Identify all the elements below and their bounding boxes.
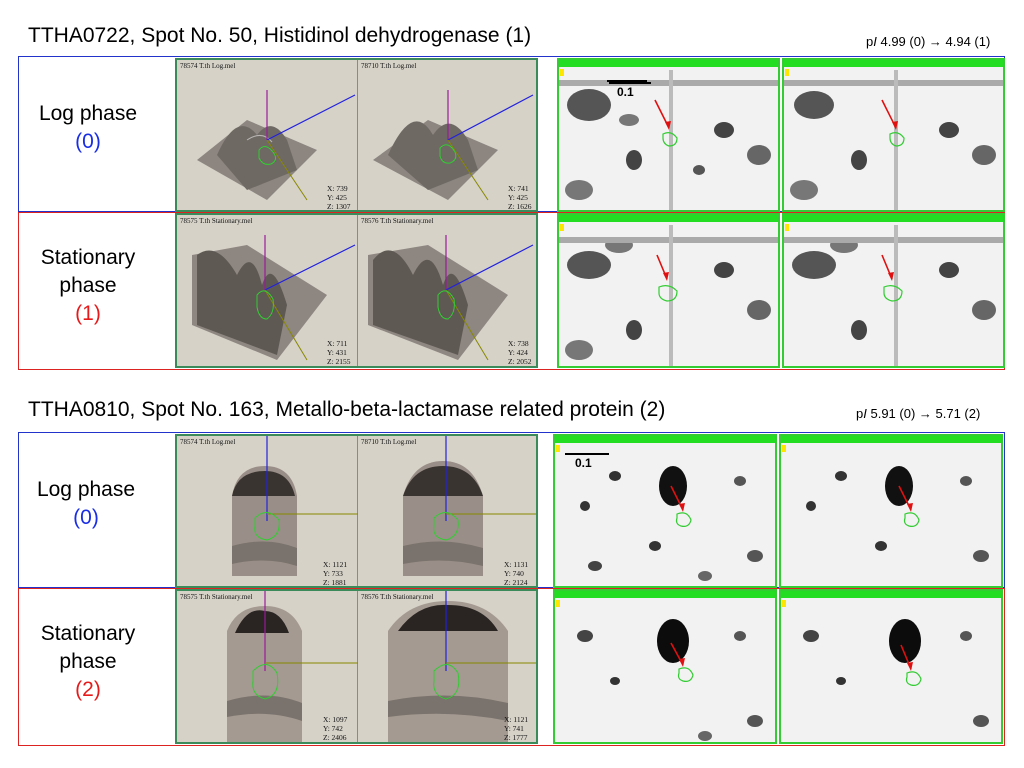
gel-image bbox=[557, 213, 780, 368]
panel2-title: TTHA0810, Spot No. 163, Metallo-beta-lac… bbox=[28, 398, 666, 421]
panel1-stationary-label: Stationary phase (1) bbox=[40, 246, 136, 325]
gel-image bbox=[779, 434, 1003, 588]
gel-image: 0.1 bbox=[553, 434, 777, 588]
gel-image bbox=[782, 213, 1005, 368]
gel-image bbox=[553, 589, 777, 744]
panel1-title: TTHA0722, Spot No. 50, Histidinol dehydr… bbox=[28, 24, 532, 47]
panel1-pi: pI 4.99 (0) → 4.94 (1) bbox=[866, 34, 991, 49]
surface-coords: X: 741 Y: 425 Z: 1626 bbox=[508, 184, 532, 211]
panel1-log-surface-plots: 78574 T.th Log.mel X: 739 Y: 425 Z: 1307 7… bbox=[175, 58, 538, 212]
surface-filename: 78574 T.th Log.mel bbox=[180, 438, 236, 446]
panel1-stationary-surface-plots: 78575 T.th Stationary.mel X: 711 Y: 431 Z:… bbox=[175, 213, 538, 368]
surface-filename: 78710 T.th Log.mel bbox=[361, 62, 417, 70]
surface-coords: X: 1097 Y: 742 Z: 2406 bbox=[323, 715, 348, 742]
surface-filename: 78576 T.th Stationary.mel bbox=[361, 217, 434, 225]
gel-image bbox=[782, 58, 1005, 212]
surface-coords: X: 1121 Y: 733 Z: 1881 bbox=[323, 560, 348, 587]
panel2-stationary-label: Stationary phase (2) bbox=[40, 622, 136, 701]
surface-filename: 78576 T.th Stationary.mel bbox=[361, 593, 434, 601]
panel2-pi: pI 5.91 (0) → 5.71 (2) bbox=[856, 406, 981, 421]
panel2-stationary-box bbox=[18, 588, 1005, 746]
surface-filename: 78575 T.th Stationary.mel bbox=[180, 217, 253, 225]
panel2-log-label: Log phase (0) bbox=[36, 478, 136, 529]
surface-filename: 78575 T.th Stationary.mel bbox=[180, 593, 253, 601]
surface-coords: X: 1131 Y: 740 Z: 2124 bbox=[504, 560, 529, 587]
surface-coords: X: 739 Y: 425 Z: 1307 bbox=[327, 184, 351, 211]
panel1-log-label: Log phase (0) bbox=[38, 102, 138, 153]
panel2-log-surface-plots: 78574 T.th Log.mel X: 1121 Y: 733 Z: 1881 … bbox=[175, 434, 538, 588]
gel-image: 0.1 bbox=[557, 58, 780, 212]
surface-coords: X: 738 Y: 424 Z: 2052 bbox=[508, 339, 532, 366]
panel2-stationary-surface-plots: 78575 T.th Stationary.mel X: 1097 Y: 742 Z… bbox=[175, 589, 538, 744]
surface-coords: X: 711 Y: 431 Z: 2155 bbox=[327, 339, 351, 366]
surface-coords: X: 1121 Y: 741 Z: 1777 bbox=[504, 715, 529, 742]
gel-image bbox=[779, 589, 1003, 744]
scale-label: 0.1 bbox=[609, 82, 651, 99]
scale-label: 0.1 bbox=[567, 453, 609, 470]
surface-filename: 78574 T.th Log.mel bbox=[180, 62, 236, 70]
surface-filename: 78710 T.th Log.mel bbox=[361, 438, 417, 446]
